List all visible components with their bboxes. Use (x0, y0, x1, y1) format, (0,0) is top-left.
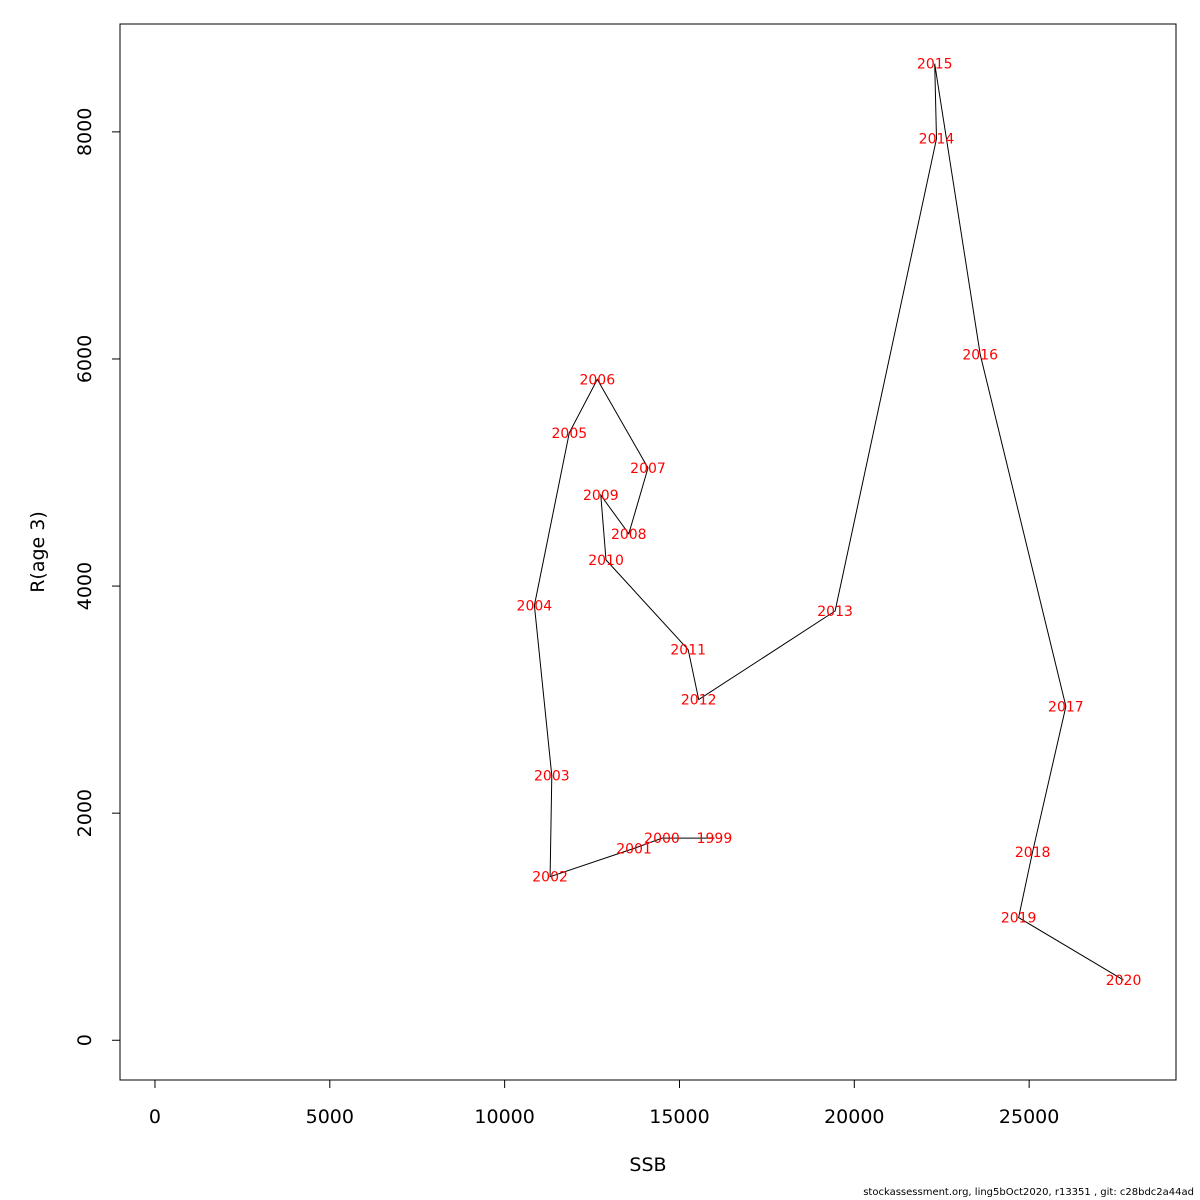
point-label-2010: 2010 (588, 553, 624, 569)
x-tick-label: 25000 (999, 1106, 1059, 1128)
y-tick-label: 4000 (74, 562, 96, 610)
point-label-2002: 2002 (532, 870, 568, 886)
point-label-2018: 2018 (1015, 845, 1051, 861)
point-label-2016: 2016 (962, 347, 998, 363)
x-tick-label: 5000 (306, 1106, 354, 1128)
point-label-2017: 2017 (1048, 699, 1084, 715)
point-label-2004: 2004 (517, 598, 553, 614)
x-axis-title: SSB (629, 1154, 666, 1176)
point-label-2009: 2009 (583, 488, 619, 504)
point-label-2000: 2000 (644, 831, 680, 847)
point-label-2019: 2019 (1001, 911, 1037, 927)
point-label-1999: 1999 (697, 831, 733, 847)
point-label-2007: 2007 (630, 461, 666, 477)
y-tick-label: 6000 (74, 335, 96, 383)
x-tick-label: 10000 (474, 1106, 534, 1128)
x-tick-label: 15000 (649, 1106, 709, 1128)
series-line (533, 63, 1124, 981)
y-tick-label: 2000 (74, 789, 96, 837)
y-tick-label: 8000 (74, 108, 96, 156)
point-label-2015: 2015 (917, 57, 953, 73)
point-label-2001: 2001 (616, 841, 652, 857)
y-axis-title: R(age 3) (27, 511, 49, 593)
y-axis: 0 2000 4000 6000 8000 (74, 108, 121, 1046)
point-label-2020: 2020 (1106, 973, 1142, 989)
point-label-2008: 2008 (611, 527, 647, 543)
x-tick-label: 0 (149, 1106, 161, 1128)
point-label-2006: 2006 (579, 372, 615, 388)
footer-note: stockassessment.org, ling5bOct2020, r133… (863, 1187, 1194, 1198)
x-axis: 0 5000 10000 15000 20000 25000 (149, 1079, 1059, 1128)
point-label-2014: 2014 (919, 132, 955, 148)
point-label-2011: 2011 (670, 643, 706, 659)
x-tick-label: 20000 (824, 1106, 884, 1128)
point-label-2003: 2003 (534, 769, 570, 785)
y-tick-label: 0 (74, 1034, 96, 1046)
point-label-2012: 2012 (681, 693, 717, 709)
point-label-2005: 2005 (552, 426, 588, 442)
point-label-2013: 2013 (817, 604, 853, 620)
